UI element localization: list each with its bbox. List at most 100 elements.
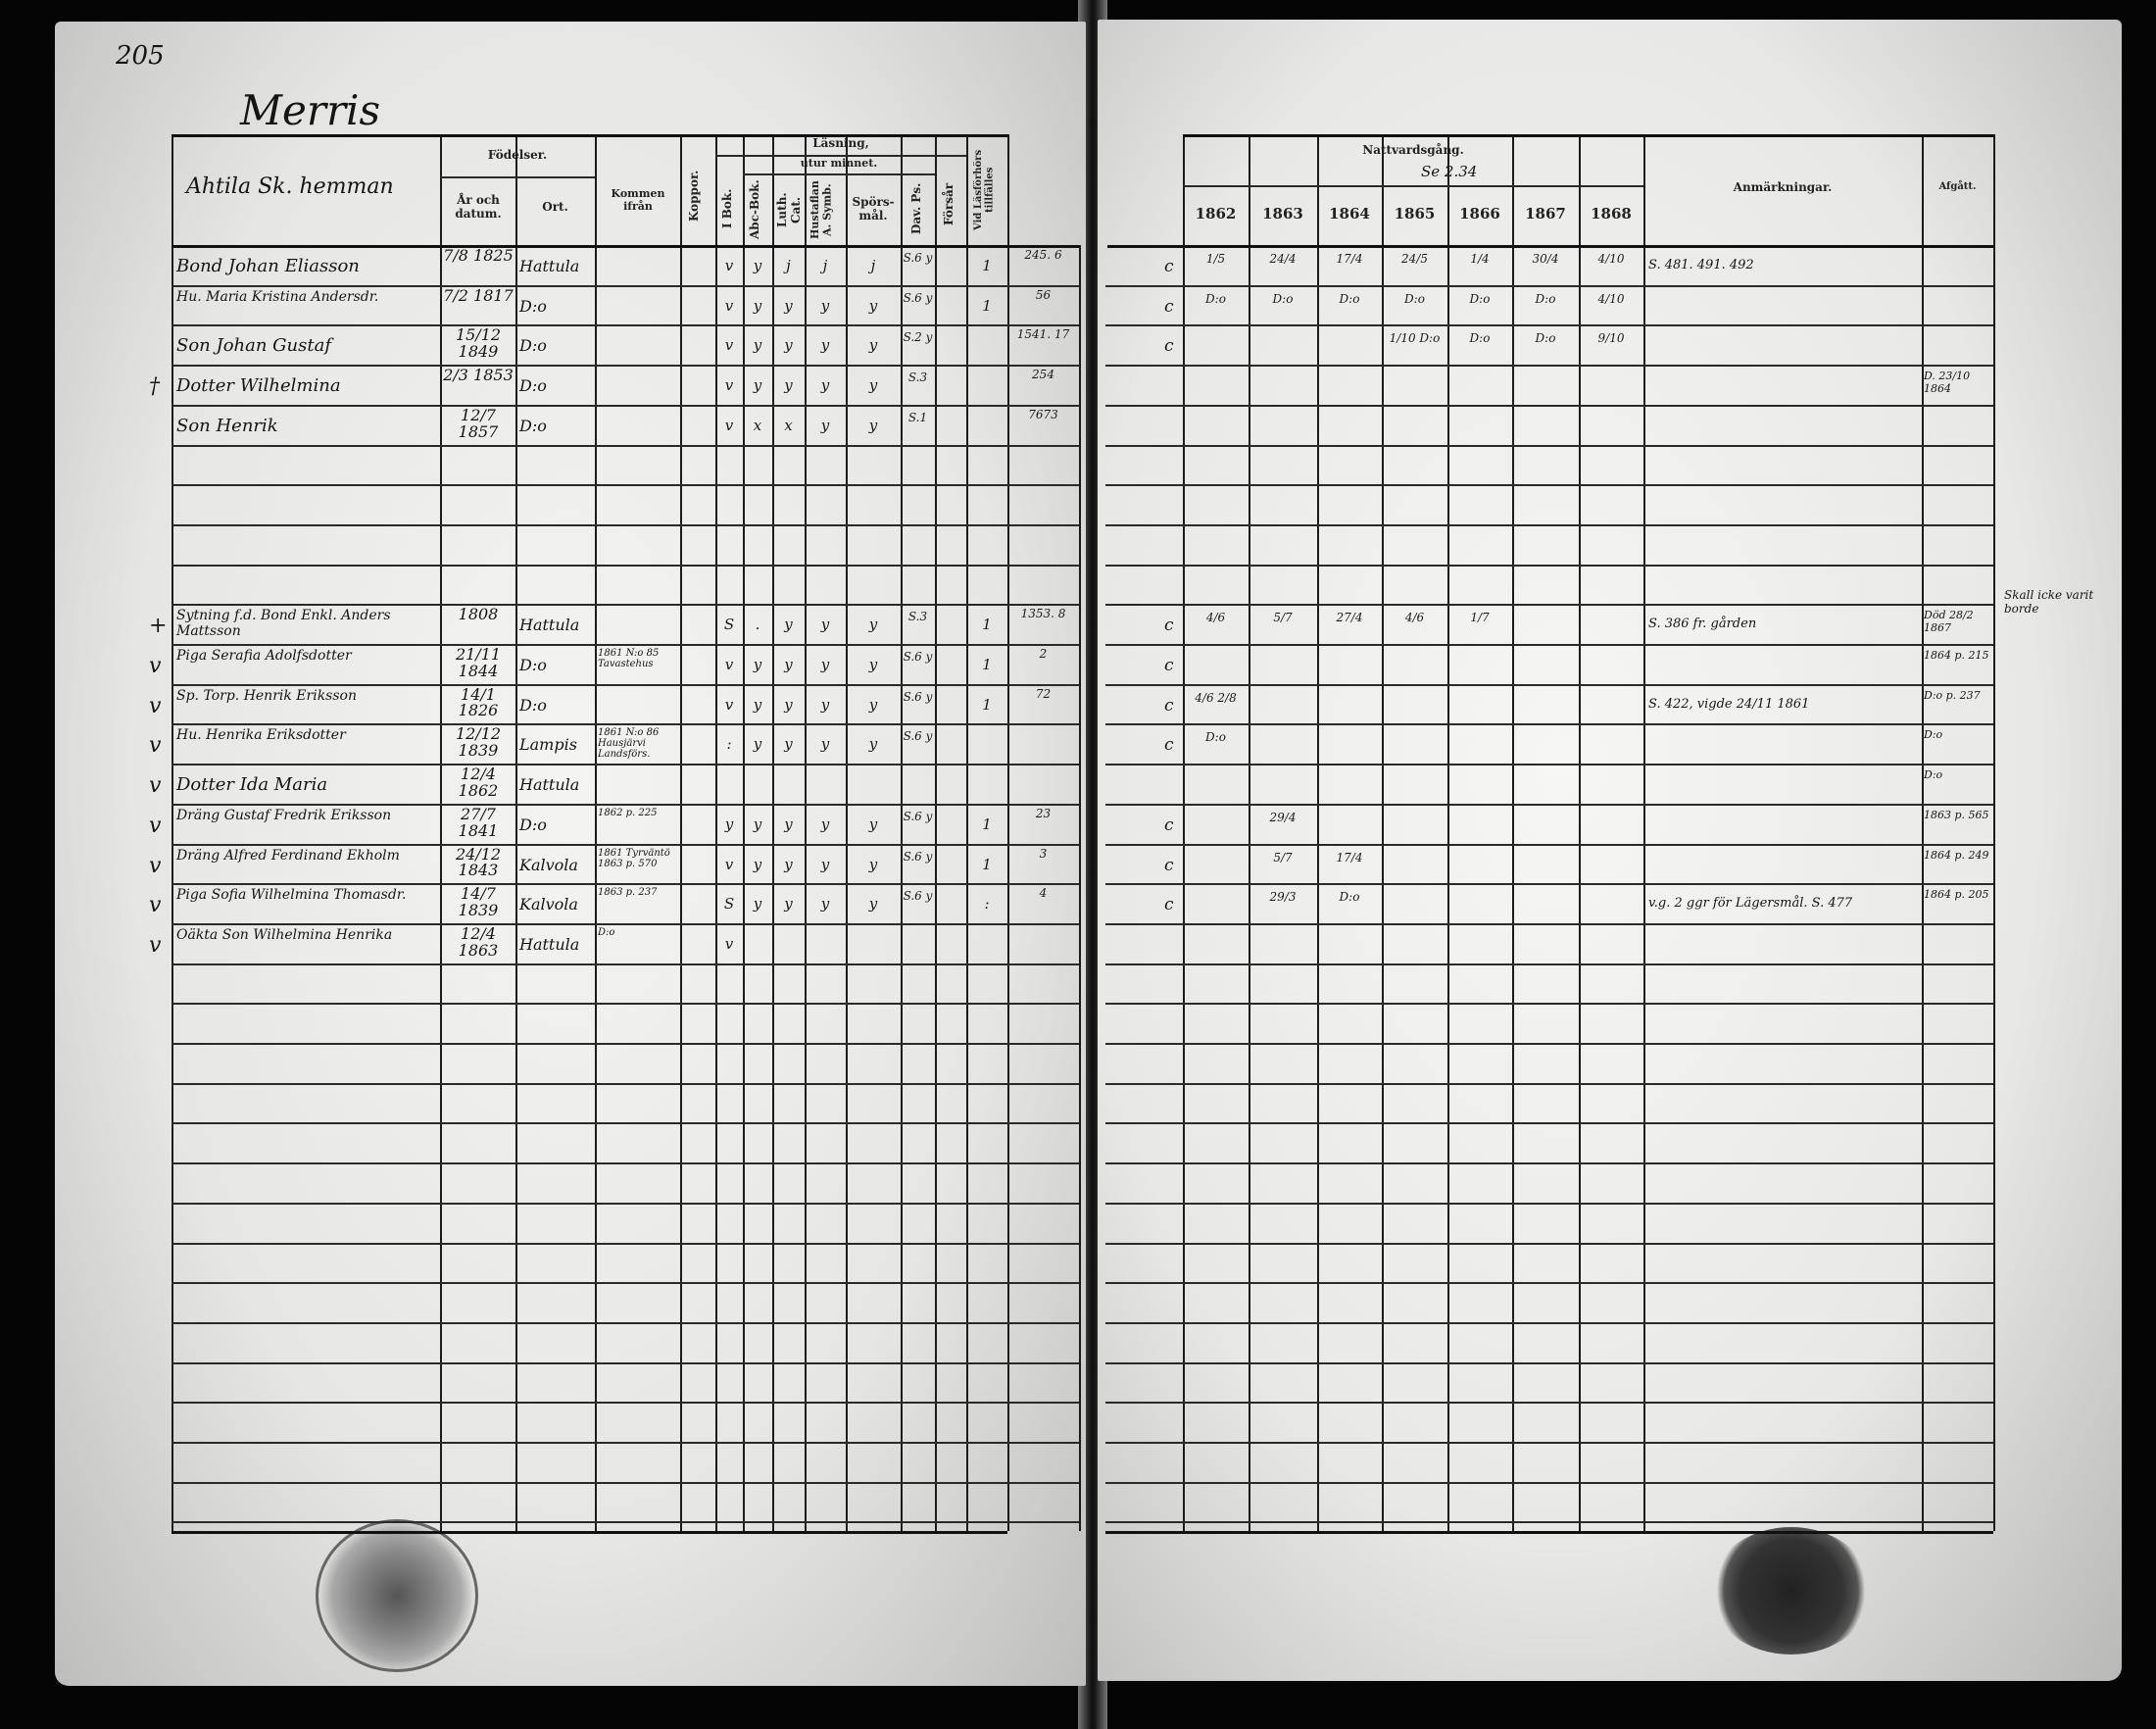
left-row-rule: [172, 523, 1079, 526]
header-questions: Spörs-mål.: [852, 195, 895, 222]
right-row-rule: [1105, 1082, 1993, 1085]
right-row-rule: [1105, 963, 1993, 965]
left-row-rule: [172, 564, 1079, 567]
header-luth-cat: Luth. Cat.: [775, 192, 803, 227]
reading-mark-abc: y: [784, 695, 793, 714]
reading-mark-exam: 1541. 17: [1016, 327, 1070, 342]
departed-text: D. 23/10 1864: [1924, 370, 1971, 396]
left-row-rule: [172, 1442, 1079, 1444]
person-name: Hu. Maria Kristina Andersdr.: [176, 288, 379, 305]
birth-date: 12/12 1839: [455, 724, 502, 761]
departed-text: 1863 p. 565: [1924, 808, 1989, 821]
communion-date: 24/5: [1401, 252, 1428, 266]
reading-mark-spors: S.1: [907, 410, 928, 424]
header-smallpox: Koppor.: [687, 170, 701, 222]
departed-text: D:o: [1924, 768, 1943, 782]
left-column-rule: [901, 134, 903, 1531]
reading-mark-exam: 7673: [1028, 407, 1058, 421]
left-column-rule: [846, 134, 848, 1531]
left-column-rule: [515, 134, 517, 1531]
reading-mark-koppor: y: [724, 815, 734, 833]
right-row-rule: [1105, 1321, 1993, 1324]
communion-date: 29/3: [1269, 890, 1297, 905]
right-row-rule: [1105, 1442, 1993, 1444]
left-row-rule: [172, 484, 1079, 487]
right-row-rule: [1105, 1202, 1993, 1205]
communion-year-header: 1868: [1591, 205, 1632, 222]
person-name: Sytning f.d. Bond Enkl. Anders Mattsson: [176, 608, 391, 640]
reading-mark-ibok: .: [755, 616, 760, 634]
reading-mark-abc: y: [784, 376, 793, 395]
right-row-rule: [1105, 723, 1993, 726]
right-row-rule: [1105, 324, 1993, 327]
birth-date: 15/12 1849: [455, 325, 502, 362]
reading-mark-spors: S.3: [907, 370, 928, 385]
communion-date: D:o: [1535, 291, 1556, 306]
right-column-rule: [1512, 134, 1514, 1531]
remarks-text: S. 386 fr. gården: [1648, 617, 1757, 632]
person-name: Dräng Gustaf Fredrik Eriksson: [176, 807, 392, 823]
birth-place: D:o: [519, 336, 547, 356]
birth-place: Hattula: [519, 616, 580, 635]
birth-date: 27/7 1841: [458, 804, 499, 840]
header-came-from: Kommen ifrån: [611, 187, 665, 213]
right-row-rule: [1105, 404, 1993, 407]
left-row-rule: [172, 1202, 1079, 1205]
right-row-rule: [1105, 1521, 1993, 1524]
reading-mark-hust: y: [868, 695, 878, 714]
communion-date: D:o: [1535, 331, 1556, 346]
communion-date: 4/10: [1597, 252, 1625, 266]
communion-margin-mark: c: [1164, 656, 1174, 675]
reading-mark-ibok: y: [753, 855, 762, 873]
reading-mark-hust: y: [868, 376, 878, 395]
right-row-rule: [1105, 922, 1993, 925]
reading-mark-spors: S.6 y: [903, 650, 933, 664]
reading-mark-abc: y: [784, 815, 793, 833]
right-row-rule: [1105, 683, 1993, 686]
household-label: Ahtila Sk. hemman: [186, 174, 394, 199]
reading-mark-koppor: S: [723, 616, 735, 634]
birth-date: 12/7 1857: [458, 405, 499, 441]
right-page: [1098, 20, 2122, 1681]
row-mark: v: [149, 932, 162, 958]
reading-mark-abc: y: [784, 336, 793, 355]
right-column-rule: [1382, 134, 1384, 1531]
reading-mark-ibok: y: [753, 895, 762, 914]
reading-mark-hust: y: [868, 616, 878, 634]
archive-stamp-right: [1710, 1527, 1872, 1655]
communion-year-header: 1862: [1195, 205, 1237, 222]
right-header-bottom-rule: [1107, 245, 1993, 248]
communion-margin-mark: c: [1164, 336, 1174, 357]
birth-date: 12/4 1862: [458, 765, 499, 800]
header-dav-ps: Dav. Ps.: [909, 182, 923, 235]
reading-mark-abc: y: [784, 656, 793, 673]
margin-note: Skall icke varit borde: [2004, 588, 2094, 617]
departed-text: 1864 p. 215: [1924, 649, 1989, 662]
came-from: 1862 p. 225: [598, 807, 658, 818]
communion-margin-mark: c: [1164, 616, 1174, 636]
communion-date: 1/10 D:o: [1389, 331, 1441, 346]
reading-mark-spors: S.6 y: [903, 689, 933, 704]
left-column-rule: [743, 134, 745, 1531]
reading-mark-exam: 1353. 8: [1020, 607, 1066, 621]
left-row-rule: [172, 1043, 1079, 1045]
birth-place: D:o: [519, 656, 547, 674]
reading-mark-ibok: y: [753, 656, 762, 673]
reading-mark-luth: y: [820, 815, 830, 833]
communion-margin-mark: c: [1164, 695, 1174, 716]
communion-year-header: 1864: [1329, 205, 1370, 222]
right-row-rule: [1105, 604, 1993, 607]
reading-mark-hust: y: [868, 855, 878, 873]
left-row-rule: [172, 644, 1079, 646]
birth-date: 2/3 1853: [443, 366, 514, 385]
left-column-rule: [1079, 245, 1081, 1531]
communion-date: D:o: [1339, 291, 1360, 306]
departed-text: Död 28/2 1867: [1924, 609, 1974, 635]
reading-mark-spors: S.6 y: [903, 729, 933, 744]
reading-mark-forsar: 1: [982, 695, 992, 714]
reading-mark-luth: y: [820, 336, 830, 355]
left-row-rule: [172, 1321, 1079, 1324]
birth-place: Kalvola: [519, 855, 578, 874]
right-column-rule: [1643, 134, 1645, 1531]
